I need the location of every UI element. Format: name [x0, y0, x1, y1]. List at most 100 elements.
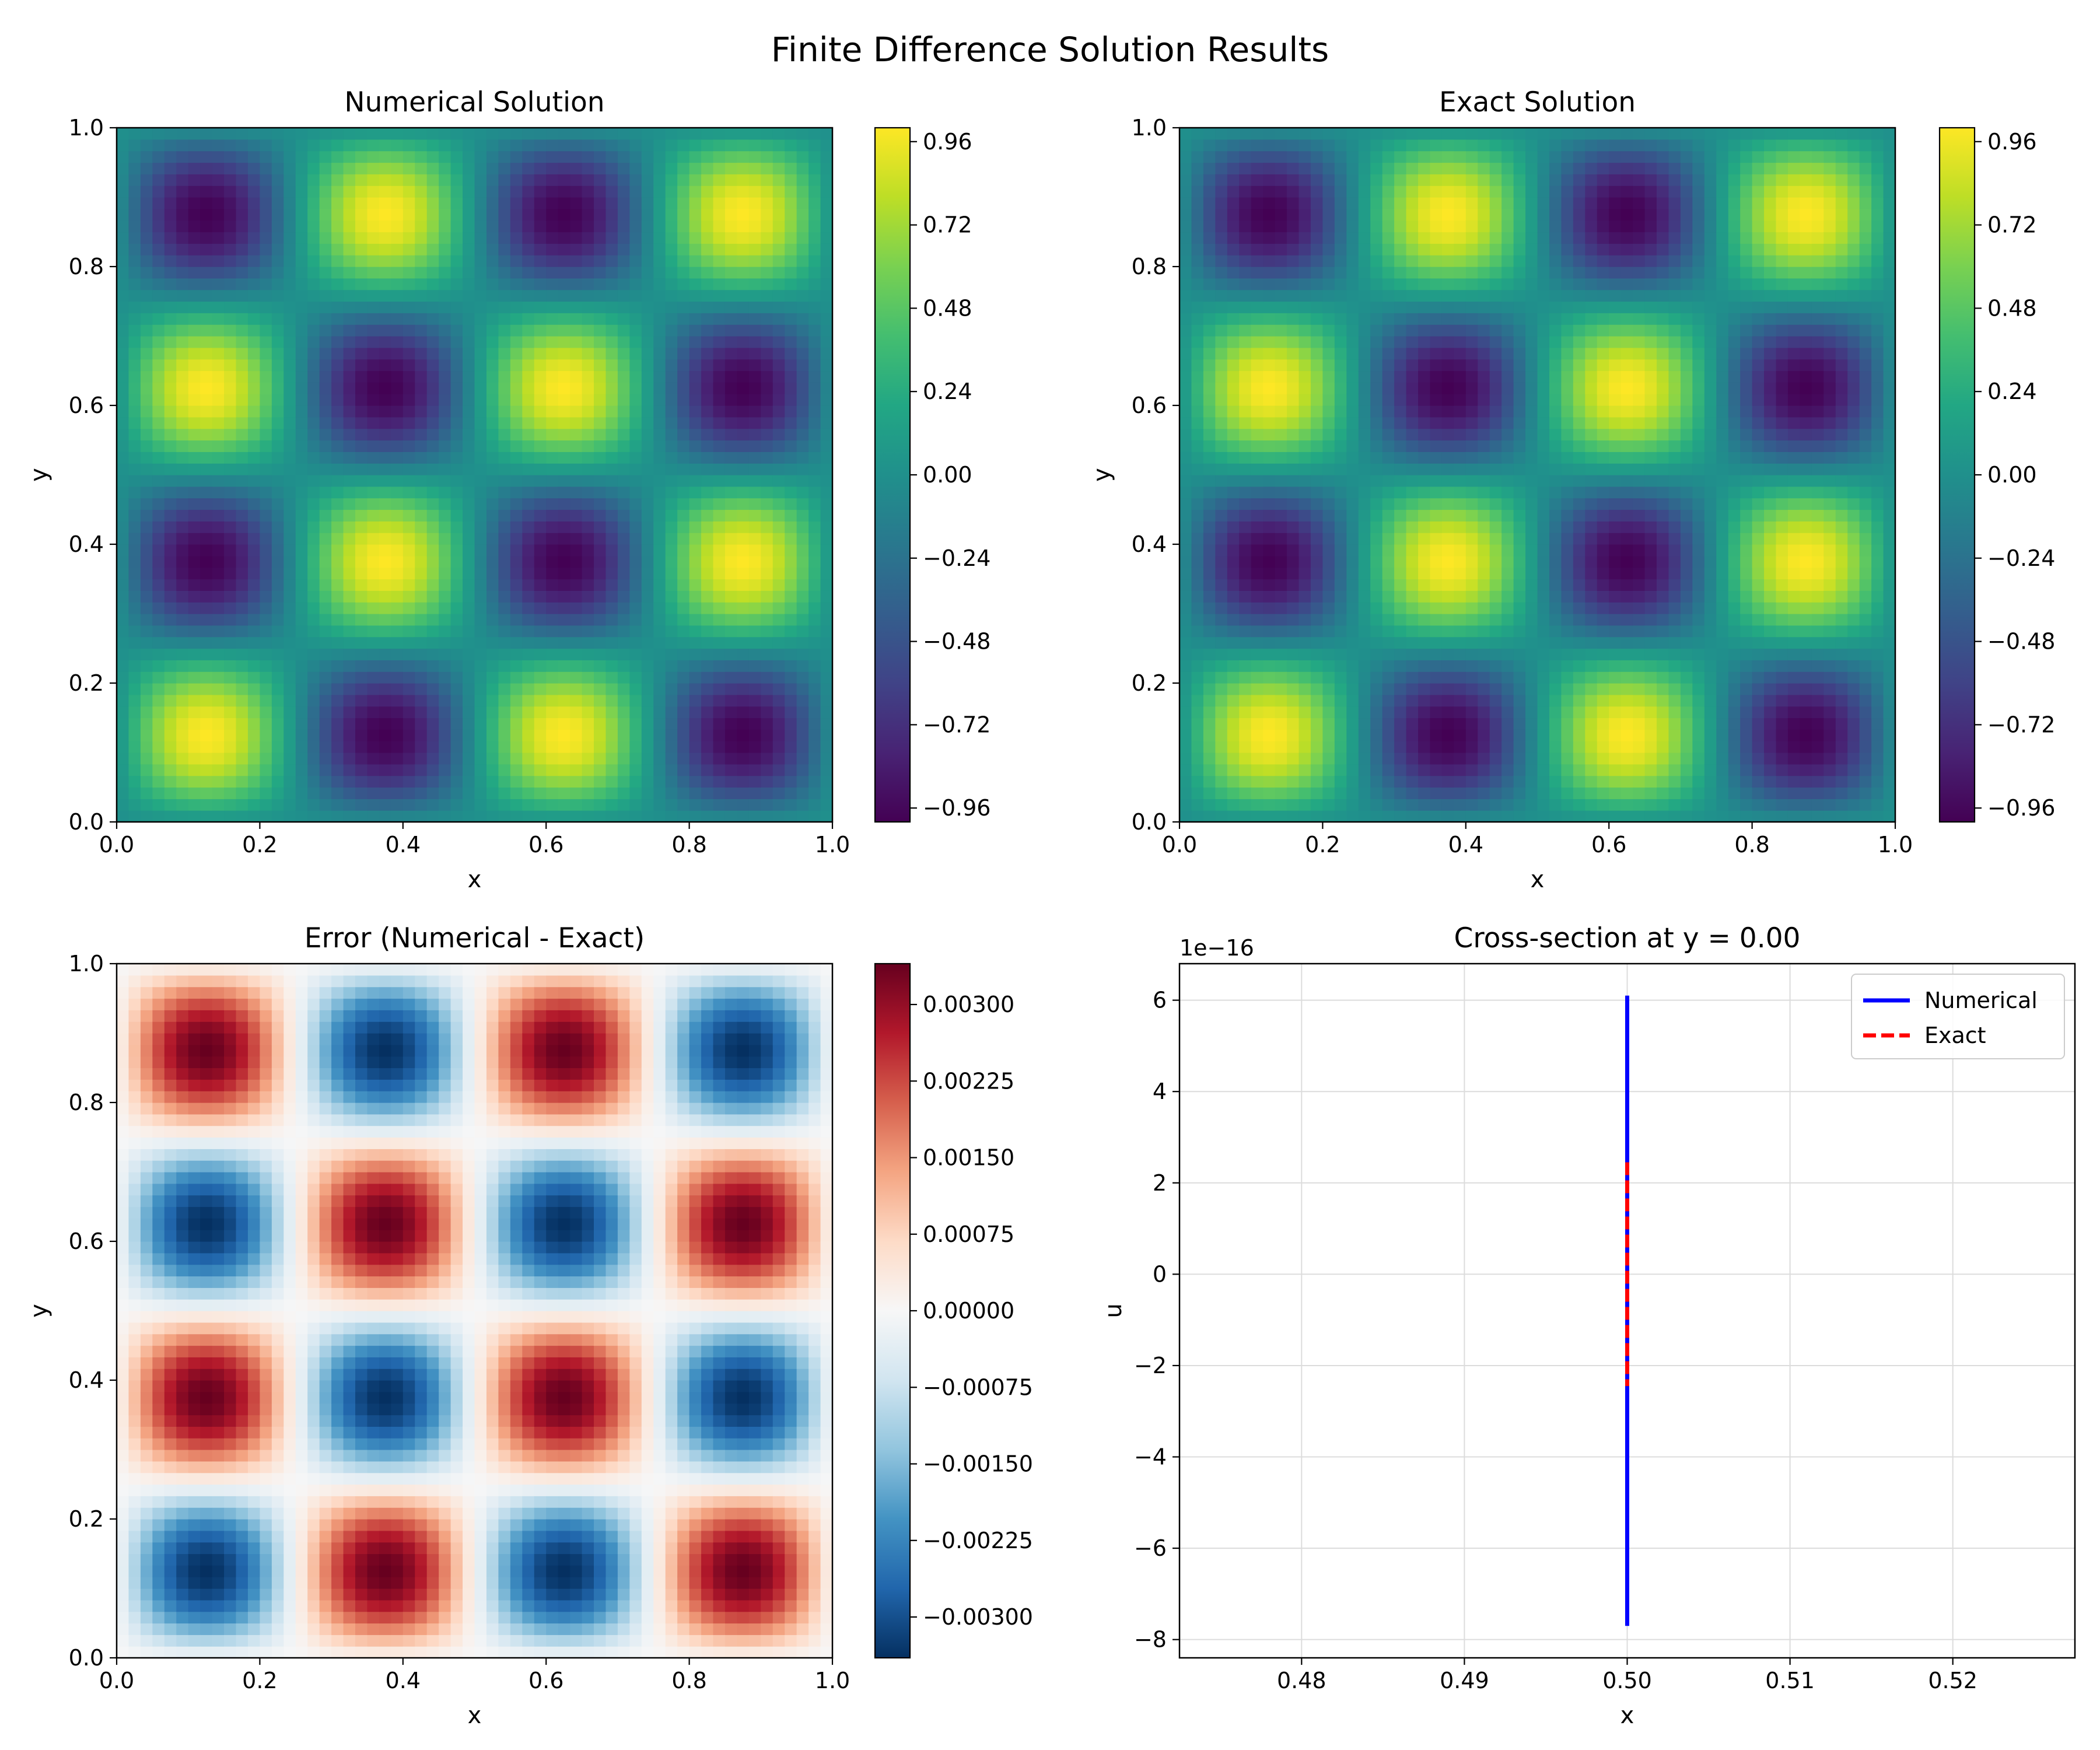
heatmap-cell: [402, 752, 415, 765]
heatmap-cell: [426, 509, 439, 522]
heatmap-cell: [606, 729, 618, 741]
heatmap-cell: [594, 729, 607, 741]
heatmap-cell: [176, 775, 189, 788]
heatmap-cell: [236, 174, 249, 186]
heatmap-cell: [236, 752, 249, 765]
heatmap-cell: [785, 775, 797, 788]
heatmap-cell: [546, 232, 559, 244]
heatmap-cell: [701, 625, 714, 638]
heatmap-cell: [1180, 486, 1192, 499]
heatmap-cell: [1346, 370, 1359, 383]
heatmap-cell: [1394, 428, 1407, 441]
heatmap-cell: [271, 648, 284, 660]
heatmap-cell: [510, 463, 523, 475]
heatmap-cell: [236, 405, 249, 418]
heatmap-cell: [1215, 752, 1228, 765]
heatmap-cell: [808, 671, 821, 684]
heatmap-cell: [391, 683, 404, 695]
heatmap-cell: [379, 590, 391, 603]
heatmap-cell: [1191, 625, 1204, 638]
heatmap-cell: [426, 336, 439, 348]
heatmap-cell: [1310, 718, 1323, 730]
heatmap-cell: [1394, 208, 1407, 221]
heatmap-cell: [379, 602, 391, 614]
heatmap-cell: [128, 301, 141, 313]
heatmap-cell: [570, 301, 583, 313]
heatmap-cell: [402, 509, 415, 522]
heatmap-cell: [1418, 232, 1431, 244]
heatmap-cell: [331, 208, 344, 221]
heatmap-cell: [463, 359, 475, 372]
heatmap-cell: [260, 602, 272, 614]
heatmap-cell: [796, 636, 809, 649]
heatmap-cell: [1203, 220, 1216, 233]
heatmap-cell: [1298, 394, 1311, 406]
heatmap-cell: [463, 509, 475, 522]
heatmap-cell: [796, 174, 809, 186]
heatmap-cell: [606, 428, 618, 441]
heatmap-cell: [724, 463, 737, 475]
heatmap-cell: [570, 174, 583, 186]
heatmap-cell: [426, 567, 439, 580]
heatmap-cell: [606, 787, 618, 799]
heatmap-cell: [629, 313, 642, 325]
heatmap-cell: [808, 370, 821, 383]
heatmap-cell: [247, 555, 260, 568]
heatmap-cell: [653, 533, 666, 545]
heatmap-cell: [212, 139, 225, 152]
heatmap-cell: [1263, 567, 1276, 580]
heatmap-cell: [1275, 625, 1287, 638]
heatmap-cell: [1191, 428, 1204, 441]
heatmap-cell: [534, 660, 547, 672]
heatmap-cell: [498, 440, 511, 452]
heatmap-cell: [319, 267, 332, 279]
heatmap-cell: [1287, 614, 1300, 626]
heatmap-cell: [486, 590, 499, 603]
heatmap-cell: [474, 301, 487, 313]
heatmap-cell: [1430, 186, 1443, 198]
heatmap-cell: [1298, 359, 1311, 372]
heatmap-cell: [570, 729, 583, 741]
heatmap-cell: [260, 162, 272, 174]
heatmap-cell: [402, 150, 415, 163]
heatmap-cell: [271, 394, 284, 406]
heatmap-cell: [689, 347, 702, 360]
heatmap-cell: [1406, 186, 1419, 198]
heatmap-cell: [534, 741, 547, 753]
heatmap-cell: [307, 220, 320, 233]
heatmap-cell: [439, 220, 452, 233]
heatmap-cell: [1275, 232, 1287, 244]
heatmap-cell: [152, 579, 165, 591]
heatmap-cell: [1322, 232, 1335, 244]
heatmap-cell: [594, 567, 607, 580]
heatmap-cell: [379, 636, 391, 649]
heatmap-cell: [355, 498, 368, 510]
heatmap-cell: [772, 683, 785, 695]
heatmap-cell: [260, 810, 272, 822]
heatmap-cell: [426, 289, 439, 302]
heatmap-cell: [450, 463, 463, 475]
heatmap-cell: [1251, 775, 1264, 788]
heatmap-cell: [1418, 486, 1431, 499]
heatmap-cell: [247, 139, 260, 152]
heatmap-cell: [701, 197, 714, 209]
heatmap-cell: [152, 636, 165, 649]
heatmap-cell: [379, 614, 391, 626]
heatmap-cell: [653, 232, 666, 244]
heatmap-cell: [355, 174, 368, 186]
heatmap-cell: [1191, 128, 1204, 140]
heatmap-cell: [1310, 509, 1323, 522]
heatmap-cell: [188, 150, 201, 163]
heatmap-cell: [1287, 521, 1300, 533]
heatmap-cell: [331, 775, 344, 788]
heatmap-cell: [1346, 521, 1359, 533]
heatmap-cell: [486, 799, 499, 811]
heatmap-cell: [653, 729, 666, 741]
heatmap-cell: [307, 394, 320, 406]
heatmap-cell: [343, 810, 356, 822]
heatmap-cell: [546, 752, 559, 765]
heatmap-cell: [295, 648, 308, 660]
heatmap-cell: [796, 359, 809, 372]
heatmap-cell: [1346, 278, 1359, 290]
heatmap-cell: [176, 498, 189, 510]
